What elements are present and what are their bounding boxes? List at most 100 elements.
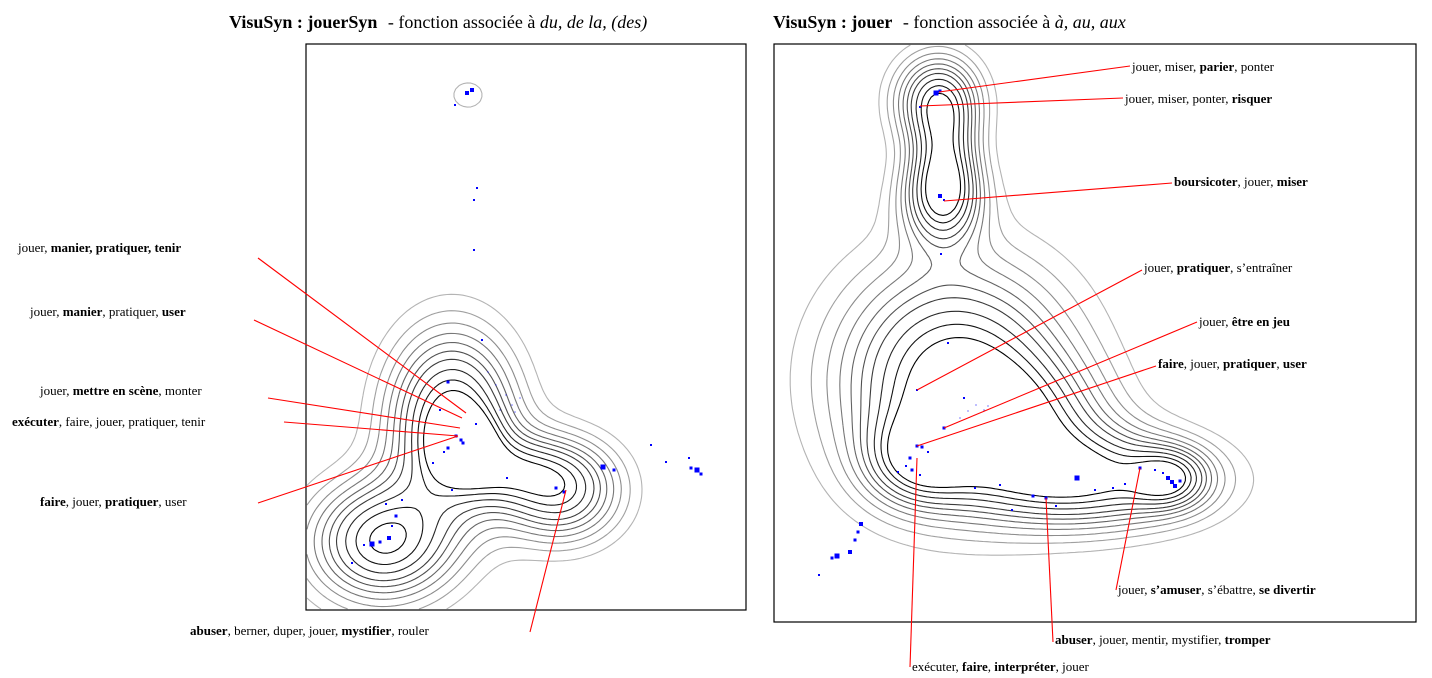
data-point-32 — [363, 544, 365, 546]
data-point-7 — [481, 339, 483, 341]
data-point-18 — [495, 384, 497, 386]
data-point-16 — [475, 423, 477, 425]
right-plot-frame — [773, 43, 1417, 623]
data-point-14 — [432, 462, 434, 464]
data-point-64 — [927, 451, 929, 453]
label-fragment: exécuter, — [912, 659, 963, 674]
label-fragment: jouer, — [1199, 314, 1232, 329]
data-point-82 — [1074, 475, 1080, 481]
right-leader-line-4 — [916, 269, 1143, 391]
left-leader-line-2 — [253, 319, 463, 419]
left-synonym-label-6: abuser, berner, duper, jouer, mystifier,… — [190, 623, 429, 639]
left-leader-line-1 — [257, 257, 467, 414]
data-point-17 — [461, 441, 465, 445]
label-fragment: manier — [62, 304, 103, 319]
label-fragment: parier — [1199, 59, 1235, 74]
left-leader-line-5 — [257, 435, 459, 504]
data-point-43 — [699, 472, 703, 476]
label-fragment: tromper — [1224, 632, 1271, 647]
label-fragment: , jouer, — [1237, 174, 1277, 189]
label-fragment: risquer — [1231, 91, 1273, 106]
data-point-34 — [506, 477, 508, 479]
right-contour-level-4 — [839, 58, 1219, 530]
left-contour-level-1 — [306, 82, 643, 610]
data-point-5 — [473, 199, 475, 201]
label-fragment: faire — [1158, 356, 1184, 371]
label-fragment: jouer, — [1118, 582, 1151, 597]
data-point-84 — [1112, 487, 1114, 489]
label-fragment: , — [987, 659, 995, 674]
data-point-28 — [394, 514, 398, 518]
data-point-51 — [947, 342, 949, 344]
right-synonym-label-5: jouer, être en jeu — [1199, 314, 1290, 330]
data-point-35 — [554, 486, 558, 490]
left-plot-frame — [305, 43, 747, 611]
left-contour-level-3 — [306, 322, 622, 608]
data-point-15 — [451, 489, 453, 491]
left-contour-level-9 — [355, 379, 578, 566]
data-point-74 — [830, 556, 834, 560]
label-fragment: être en jeu — [1231, 314, 1290, 329]
label-fragment: jouer, — [1144, 260, 1177, 275]
data-point-50 — [940, 253, 942, 255]
left-synonym-label-1: jouer, manier, pratiquer, tenir — [18, 240, 181, 256]
right-leader-line-2 — [919, 97, 1124, 107]
data-point-83 — [1094, 489, 1096, 491]
right-leader-line-8 — [1045, 497, 1054, 643]
left-leader-line-3 — [267, 397, 461, 429]
data-point-12 — [446, 446, 450, 450]
data-point-4 — [476, 187, 478, 189]
data-point-20 — [511, 404, 513, 406]
right-synonym-label-4: jouer, pratiquer, s’entraîner — [1144, 260, 1292, 276]
data-point-63 — [908, 456, 912, 460]
right-contour-level-10 — [887, 92, 1187, 498]
data-point-8 — [446, 380, 450, 384]
data-point-37 — [600, 464, 606, 470]
data-point-81 — [1055, 505, 1057, 507]
right-title-args: à, au, aux — [1054, 12, 1126, 32]
left-panel-title: VisuSyn : jouerSyn - fonction associée à… — [229, 12, 647, 33]
right-synonym-label-3: boursicoter, jouer, miser — [1174, 174, 1308, 190]
label-fragment: , s’ébattre, — [1201, 582, 1260, 597]
left-synonym-label-2: jouer, manier, pratiquer, user — [30, 304, 186, 320]
data-point-26 — [378, 540, 382, 544]
left-contour-level-7 — [335, 358, 595, 582]
data-point-41 — [688, 457, 690, 459]
right-synonym-label-6: faire, jouer, pratiquer, user — [1158, 356, 1307, 372]
right-contour-level-7 — [866, 72, 1203, 516]
right-leader-line-3 — [943, 182, 1173, 202]
data-point-33 — [401, 499, 403, 501]
label-fragment: boursicoter — [1174, 174, 1238, 189]
data-point-1 — [465, 91, 469, 95]
right-contour-level-6 — [859, 68, 1207, 520]
data-point-23 — [487, 371, 489, 373]
data-point-75 — [818, 574, 820, 576]
data-point-48 — [938, 194, 942, 198]
data-point-54 — [967, 410, 969, 412]
left-title-args: du, de la, (des) — [539, 12, 648, 32]
label-fragment: user — [161, 304, 186, 319]
right-leader-line-5 — [943, 321, 1198, 429]
right-contour-level-8 — [873, 78, 1197, 510]
data-point-19 — [505, 394, 507, 396]
label-fragment: user — [1282, 356, 1307, 371]
data-point-47 — [919, 106, 921, 108]
data-point-27 — [387, 536, 391, 540]
label-fragment: , jouer, — [1183, 356, 1223, 371]
right-leader-line-7 — [1115, 467, 1141, 591]
data-point-73 — [834, 553, 840, 559]
label-fragment: exécuter — [12, 414, 59, 429]
label-fragment: mystifier — [341, 623, 392, 638]
right-contour-level-2 — [810, 45, 1237, 544]
right-synonym-label-1: jouer, miser, parier, ponter — [1132, 59, 1274, 75]
data-point-92 — [1162, 472, 1164, 474]
data-point-66 — [910, 468, 914, 472]
right-title-main: VisuSyn : jouer — [773, 12, 893, 32]
left-synonym-label-4: exécuter, faire, jouer, pratiquer, tenir — [12, 414, 205, 430]
data-point-44 — [689, 466, 693, 470]
label-fragment: interpréter — [994, 659, 1056, 674]
data-point-25 — [369, 541, 375, 547]
left-contour-level-4 — [313, 332, 615, 600]
label-fragment: , jouer — [1055, 659, 1089, 674]
